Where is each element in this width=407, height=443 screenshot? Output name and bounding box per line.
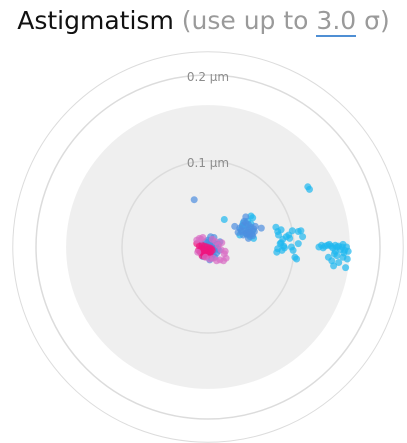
chart-title-main: Astigmatism	[17, 6, 174, 35]
data-point-cyan	[306, 185, 313, 193]
data-point-blue	[190, 196, 198, 204]
chart-title: Astigmatism (use up to 3.0 σ)	[0, 4, 407, 38]
data-point-cyan	[275, 231, 282, 239]
data-point-blue	[251, 222, 259, 230]
data-point-cyan	[277, 226, 285, 234]
data-point-pink	[218, 239, 226, 247]
data-point-cyan	[277, 239, 285, 247]
data-point-cyan	[249, 214, 257, 222]
data-point-magenta	[208, 246, 216, 254]
data-point-blue	[244, 234, 252, 242]
data-point-cyan	[293, 255, 301, 263]
data-point-cyan	[297, 227, 305, 235]
chart-title-sigma-unit: σ)	[364, 6, 390, 35]
outer-boundary-ring	[12, 51, 404, 443]
sigma-value[interactable]: 3.0	[316, 6, 357, 37]
data-point-pink	[221, 247, 229, 255]
data-point-cyan	[288, 227, 296, 235]
data-point-cyan	[339, 253, 347, 261]
ring-0-2	[35, 74, 381, 420]
chart-title-open: (use up to	[181, 6, 309, 35]
data-point-pink	[194, 248, 202, 256]
data-point-cyan	[330, 262, 338, 270]
data-point-cyan	[289, 246, 297, 254]
data-point-cyan	[273, 248, 281, 256]
data-point-cyan	[220, 216, 228, 223]
data-point-blue	[242, 213, 250, 221]
data-point-cyan	[342, 264, 350, 272]
data-point-cyan	[299, 233, 307, 241]
data-point-blue	[234, 228, 242, 236]
data-point-cyan	[335, 259, 343, 266]
data-point-cyan	[294, 240, 302, 248]
data-point-blue	[231, 222, 239, 230]
data-point-blue	[257, 224, 265, 232]
data-point-pink	[197, 235, 205, 243]
data-point-cyan	[281, 244, 288, 252]
data-point-cyan	[331, 247, 339, 255]
points-layer	[190, 183, 352, 272]
ring-label-0-2: 0.2 μm	[187, 70, 229, 84]
data-point-pink	[201, 253, 209, 261]
ring-label-0-1: 0.1 μm	[187, 156, 229, 170]
